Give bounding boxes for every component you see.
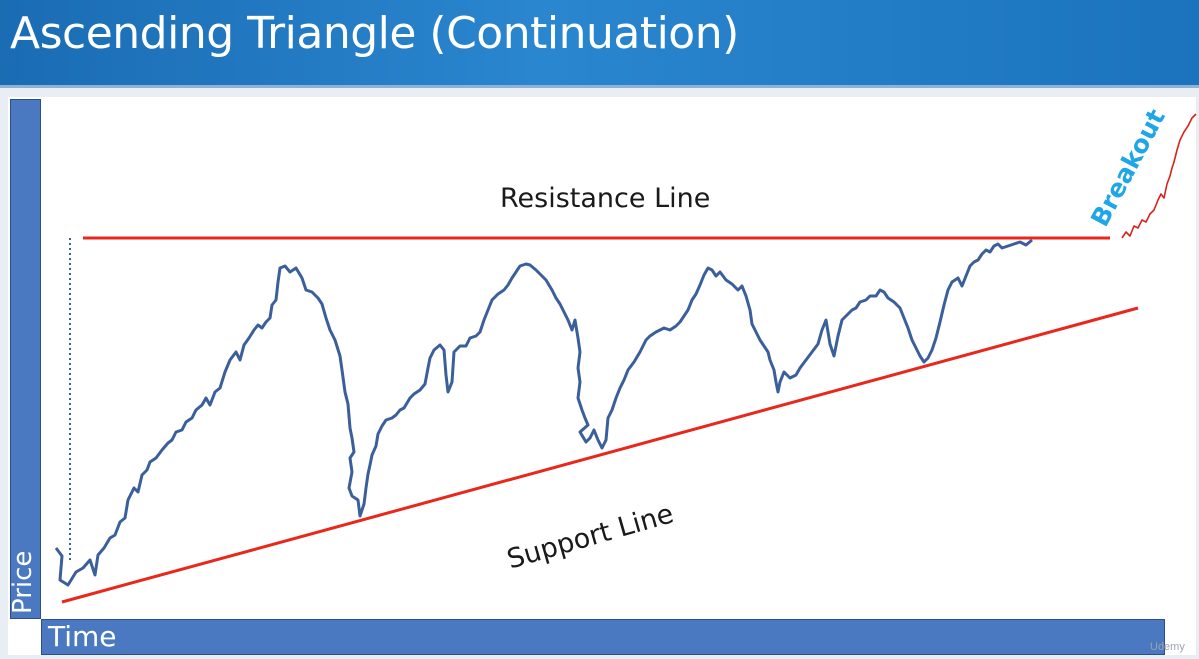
page-title: Ascending Triangle (Continuation)	[10, 8, 739, 59]
title-banner	[0, 0, 1199, 88]
time-axis-bar	[41, 619, 1165, 655]
resistance-line-label: Resistance Line	[500, 183, 711, 214]
price-axis-bar	[10, 99, 41, 619]
time-axis-label: Time	[48, 620, 117, 653]
udemy-logo-icon: Udemy	[1150, 641, 1185, 653]
support-line	[61, 306, 1139, 604]
price-line	[54, 238, 1033, 587]
price-axis-label: Price	[8, 550, 38, 614]
breakout-line	[1121, 113, 1197, 239]
